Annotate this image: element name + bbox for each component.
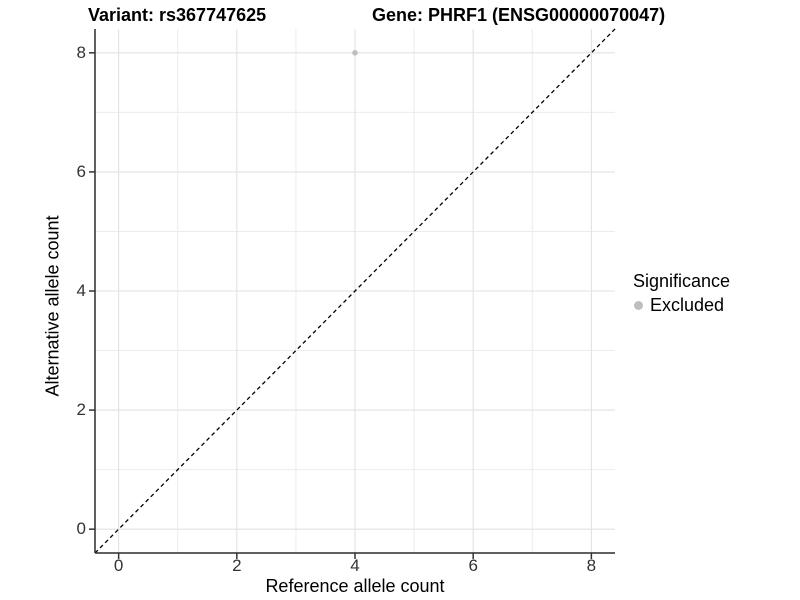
x-tick-label: 6 [468, 556, 478, 575]
y-axis-label: Alternative allele count [42, 215, 63, 397]
legend-title: Significance [633, 271, 731, 291]
variant-title: Variant: rs367747625 [88, 5, 267, 25]
gene-title: Gene: PHRF1 (ENSG00000070047) [372, 5, 666, 25]
identity-dashed-line [94, 28, 616, 554]
y-tick-label: 6 [76, 161, 86, 181]
x-tick-label: 0 [113, 556, 124, 575]
y-tick-label: 0 [76, 519, 86, 539]
data-point [352, 50, 358, 56]
y-tick-label: 4 [76, 281, 86, 300]
x-tick-label: 8 [586, 556, 597, 575]
legend: Significance Excluded [633, 270, 730, 316]
y-tick-label: 8 [76, 42, 86, 62]
x-tick-label: 2 [232, 556, 242, 575]
legend-entry: Excluded [633, 294, 730, 316]
x-tick-label: 4 [350, 556, 360, 575]
legend-point-icon [634, 300, 643, 310]
y-tick-label: 2 [76, 400, 86, 420]
x-axis-label: Reference allele count [265, 576, 445, 596]
legend-entry-label: Excluded [650, 295, 725, 315]
